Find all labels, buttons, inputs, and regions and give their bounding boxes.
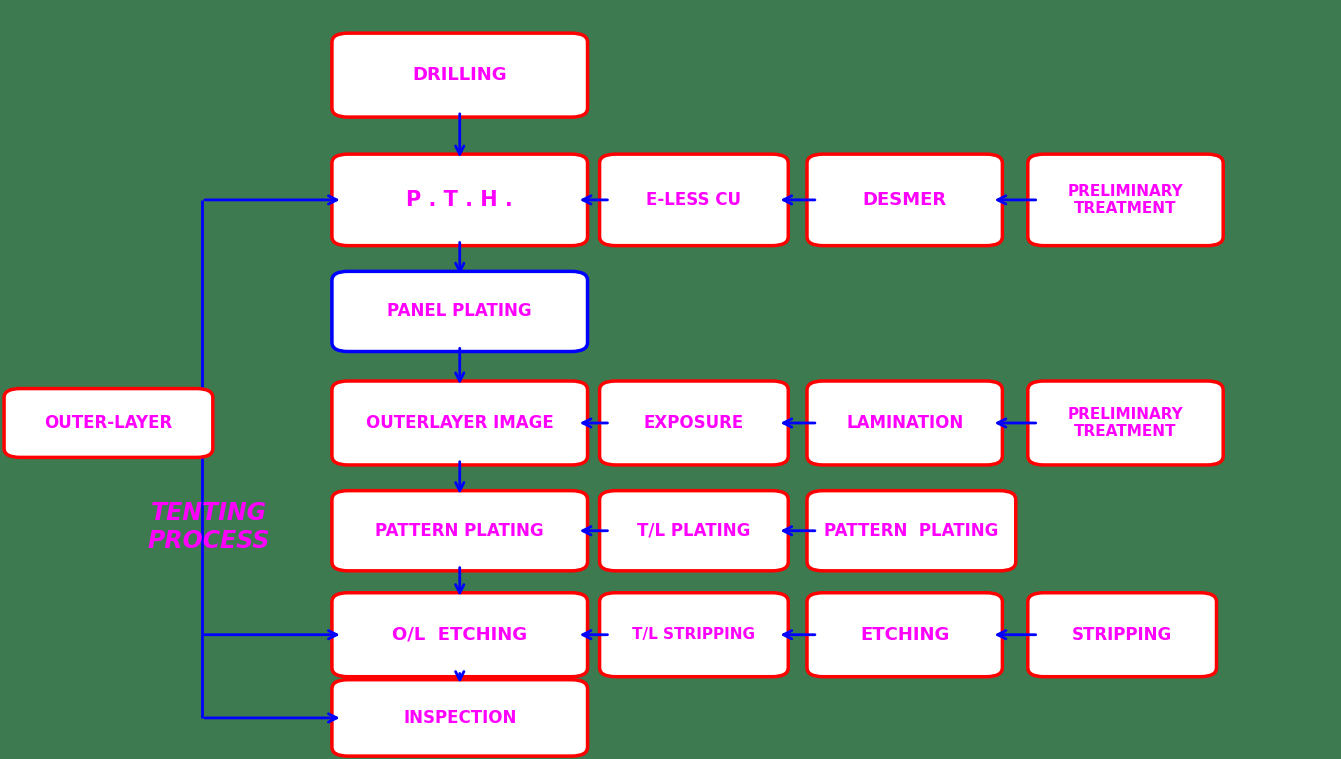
Text: DRILLING: DRILLING <box>413 66 507 84</box>
FancyBboxPatch shape <box>599 593 789 677</box>
Text: T/L STRIPPING: T/L STRIPPING <box>633 627 755 642</box>
Text: OUTER-LAYER: OUTER-LAYER <box>44 414 173 432</box>
FancyBboxPatch shape <box>1027 593 1216 677</box>
Text: PANEL PLATING: PANEL PLATING <box>388 302 532 320</box>
FancyBboxPatch shape <box>1027 381 1223 465</box>
Text: ETCHING: ETCHING <box>860 625 949 644</box>
Text: PATTERN  PLATING: PATTERN PLATING <box>825 521 999 540</box>
Text: INSPECTION: INSPECTION <box>404 709 516 727</box>
Text: P . T . H .: P . T . H . <box>406 190 514 210</box>
FancyBboxPatch shape <box>599 490 789 571</box>
Text: STRIPPING: STRIPPING <box>1071 625 1172 644</box>
FancyBboxPatch shape <box>807 154 1002 246</box>
FancyBboxPatch shape <box>333 272 587 351</box>
FancyBboxPatch shape <box>807 381 1002 465</box>
FancyBboxPatch shape <box>333 33 587 117</box>
FancyBboxPatch shape <box>599 381 789 465</box>
Text: E-LESS CU: E-LESS CU <box>646 191 742 209</box>
Text: T/L PLATING: T/L PLATING <box>637 521 751 540</box>
Text: EXPOSURE: EXPOSURE <box>644 414 744 432</box>
FancyBboxPatch shape <box>599 154 789 246</box>
Text: PRELIMINARY
TREATMENT: PRELIMINARY TREATMENT <box>1067 184 1183 216</box>
FancyBboxPatch shape <box>333 381 587 465</box>
Text: OUTERLAYER IMAGE: OUTERLAYER IMAGE <box>366 414 554 432</box>
FancyBboxPatch shape <box>333 593 587 677</box>
Text: TENTING
PROCESS: TENTING PROCESS <box>148 501 270 553</box>
Text: PATTERN PLATING: PATTERN PLATING <box>375 521 544 540</box>
Text: LAMINATION: LAMINATION <box>846 414 963 432</box>
FancyBboxPatch shape <box>333 490 587 571</box>
FancyBboxPatch shape <box>4 389 213 458</box>
FancyBboxPatch shape <box>333 154 587 246</box>
FancyBboxPatch shape <box>807 593 1002 677</box>
Text: PRELIMINARY
TREATMENT: PRELIMINARY TREATMENT <box>1067 407 1183 439</box>
FancyBboxPatch shape <box>807 490 1015 571</box>
FancyBboxPatch shape <box>333 680 587 756</box>
Text: DESMER: DESMER <box>862 191 947 209</box>
FancyBboxPatch shape <box>1027 154 1223 246</box>
Text: O/L  ETCHING: O/L ETCHING <box>392 625 527 644</box>
